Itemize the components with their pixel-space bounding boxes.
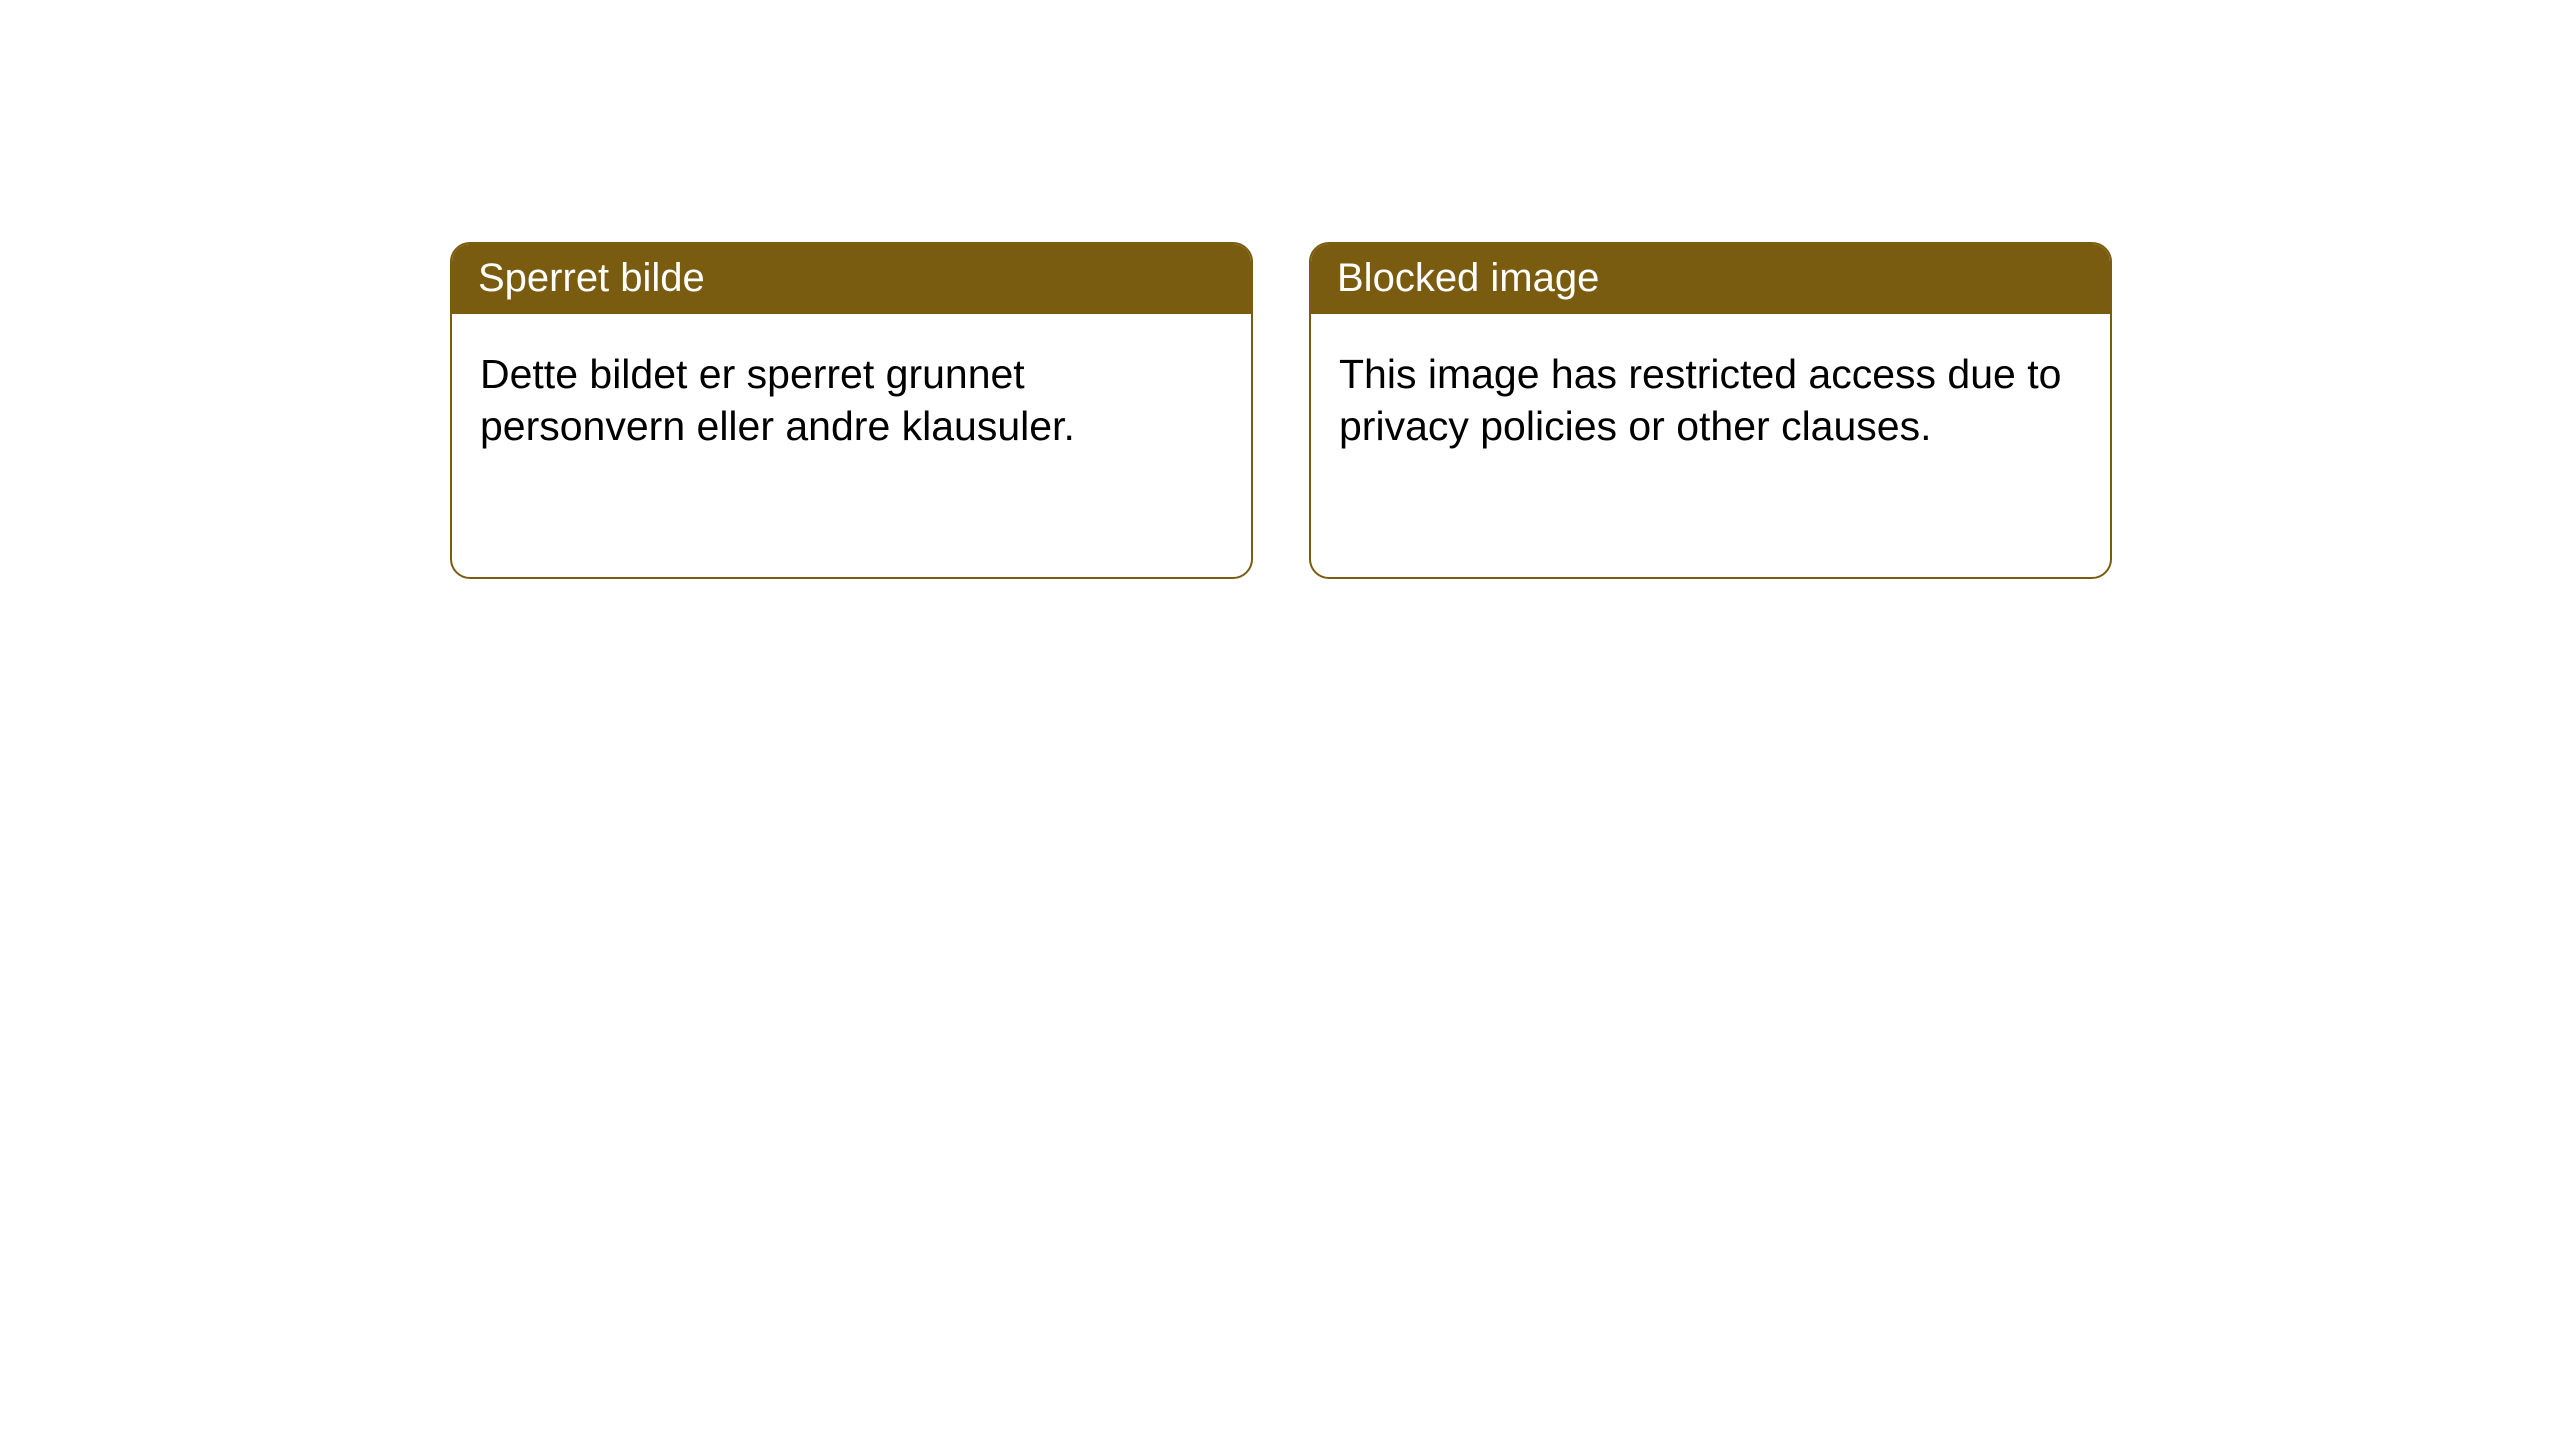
notice-container: Sperret bilde Dette bildet er sperret gr… <box>0 0 2560 579</box>
notice-body: Dette bildet er sperret grunnet personve… <box>452 314 1251 487</box>
notice-header: Blocked image <box>1311 244 2110 314</box>
notice-card-english: Blocked image This image has restricted … <box>1309 242 2112 579</box>
notice-body: This image has restricted access due to … <box>1311 314 2110 487</box>
notice-card-norwegian: Sperret bilde Dette bildet er sperret gr… <box>450 242 1253 579</box>
notice-header: Sperret bilde <box>452 244 1251 314</box>
